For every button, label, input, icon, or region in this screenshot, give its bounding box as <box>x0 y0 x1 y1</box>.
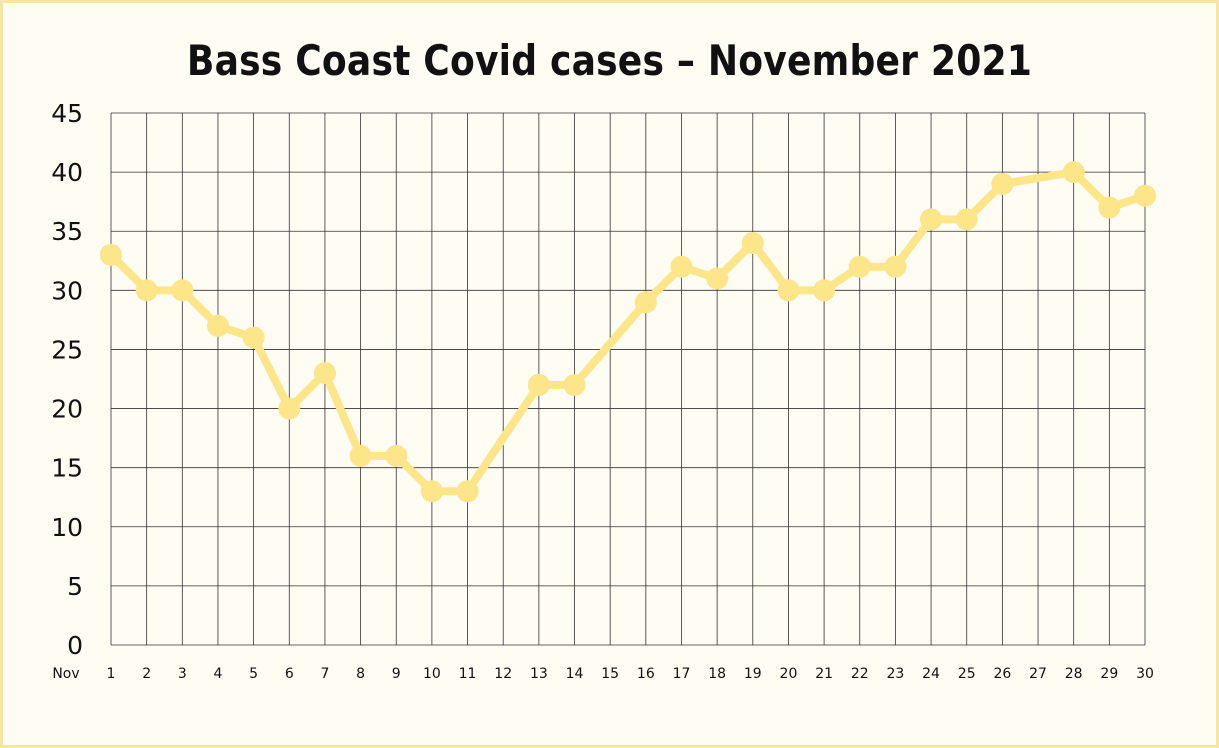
x-tick-label: 11 <box>459 666 477 682</box>
x-tick-label: 29 <box>1100 666 1118 682</box>
y-tick-label: 0 <box>67 631 83 660</box>
data-point <box>741 232 764 255</box>
x-tick-label: 23 <box>886 666 904 682</box>
data-point <box>206 314 229 337</box>
data-point <box>884 255 907 278</box>
x-tick-label: 25 <box>958 666 976 682</box>
y-tick-label: 10 <box>51 513 83 542</box>
data-point <box>1134 184 1156 207</box>
x-tick-label: 12 <box>494 666 512 682</box>
data-point <box>706 267 729 290</box>
x-tick-label: 21 <box>815 666 833 682</box>
x-tick-label: 7 <box>320 666 329 682</box>
data-point <box>955 208 978 231</box>
data-point <box>920 208 943 231</box>
x-tick-label: 27 <box>1029 666 1047 682</box>
x-tick-label: 18 <box>708 666 726 682</box>
x-tick-label: 5 <box>249 666 258 682</box>
x-tick-label: 28 <box>1065 666 1083 682</box>
data-point <box>991 172 1014 195</box>
data-point <box>563 373 586 396</box>
y-tick-label: 35 <box>51 217 83 246</box>
data-point <box>777 279 800 302</box>
data-point <box>1062 161 1085 184</box>
x-tick-label: 6 <box>285 666 294 682</box>
x-tick-label: 17 <box>673 666 691 682</box>
data-point <box>813 279 836 302</box>
data-point <box>456 480 479 503</box>
data-point <box>313 362 336 385</box>
y-tick-label: 25 <box>51 335 83 364</box>
x-month-label: Nov <box>52 666 79 682</box>
x-tick-label: 9 <box>392 666 401 682</box>
data-point <box>100 243 122 266</box>
y-tick-label: 20 <box>51 395 83 424</box>
data-point <box>385 444 408 467</box>
data-point <box>670 255 693 278</box>
x-tick-label: 2 <box>142 666 151 682</box>
x-tick-label: 10 <box>423 666 441 682</box>
data-point <box>1098 196 1121 219</box>
data-point <box>527 373 550 396</box>
data-point <box>242 326 265 349</box>
x-tick-label: 14 <box>566 666 584 682</box>
x-tick-label: 24 <box>922 666 940 682</box>
data-point <box>278 397 301 420</box>
x-tick-label: 15 <box>601 666 619 682</box>
chart-title: Bass Coast Covid cases – November 2021 <box>186 36 1033 85</box>
x-tick-label: 20 <box>780 666 798 682</box>
data-point <box>634 291 657 314</box>
x-tick-label: 8 <box>356 666 365 682</box>
y-tick-label: 5 <box>67 572 83 601</box>
x-tick-label: 26 <box>993 666 1011 682</box>
data-point <box>420 480 443 503</box>
data-point <box>848 255 871 278</box>
y-tick-label: 40 <box>51 158 83 187</box>
x-tick-label: 13 <box>530 666 548 682</box>
x-tick-label: 16 <box>637 666 655 682</box>
data-point <box>135 279 158 302</box>
x-tick-label: 30 <box>1136 666 1154 682</box>
x-tick-label: 19 <box>744 666 762 682</box>
y-tick-label: 30 <box>51 276 83 305</box>
x-tick-label: 4 <box>214 666 223 682</box>
y-tick-label: 15 <box>51 454 83 483</box>
y-tick-label: 45 <box>51 99 83 128</box>
data-point <box>171 279 194 302</box>
x-tick-label: 22 <box>851 666 869 682</box>
data-point <box>349 444 372 467</box>
series-line <box>107 168 1149 496</box>
x-tick-label: 1 <box>107 666 116 682</box>
x-tick-label: 3 <box>178 666 187 682</box>
